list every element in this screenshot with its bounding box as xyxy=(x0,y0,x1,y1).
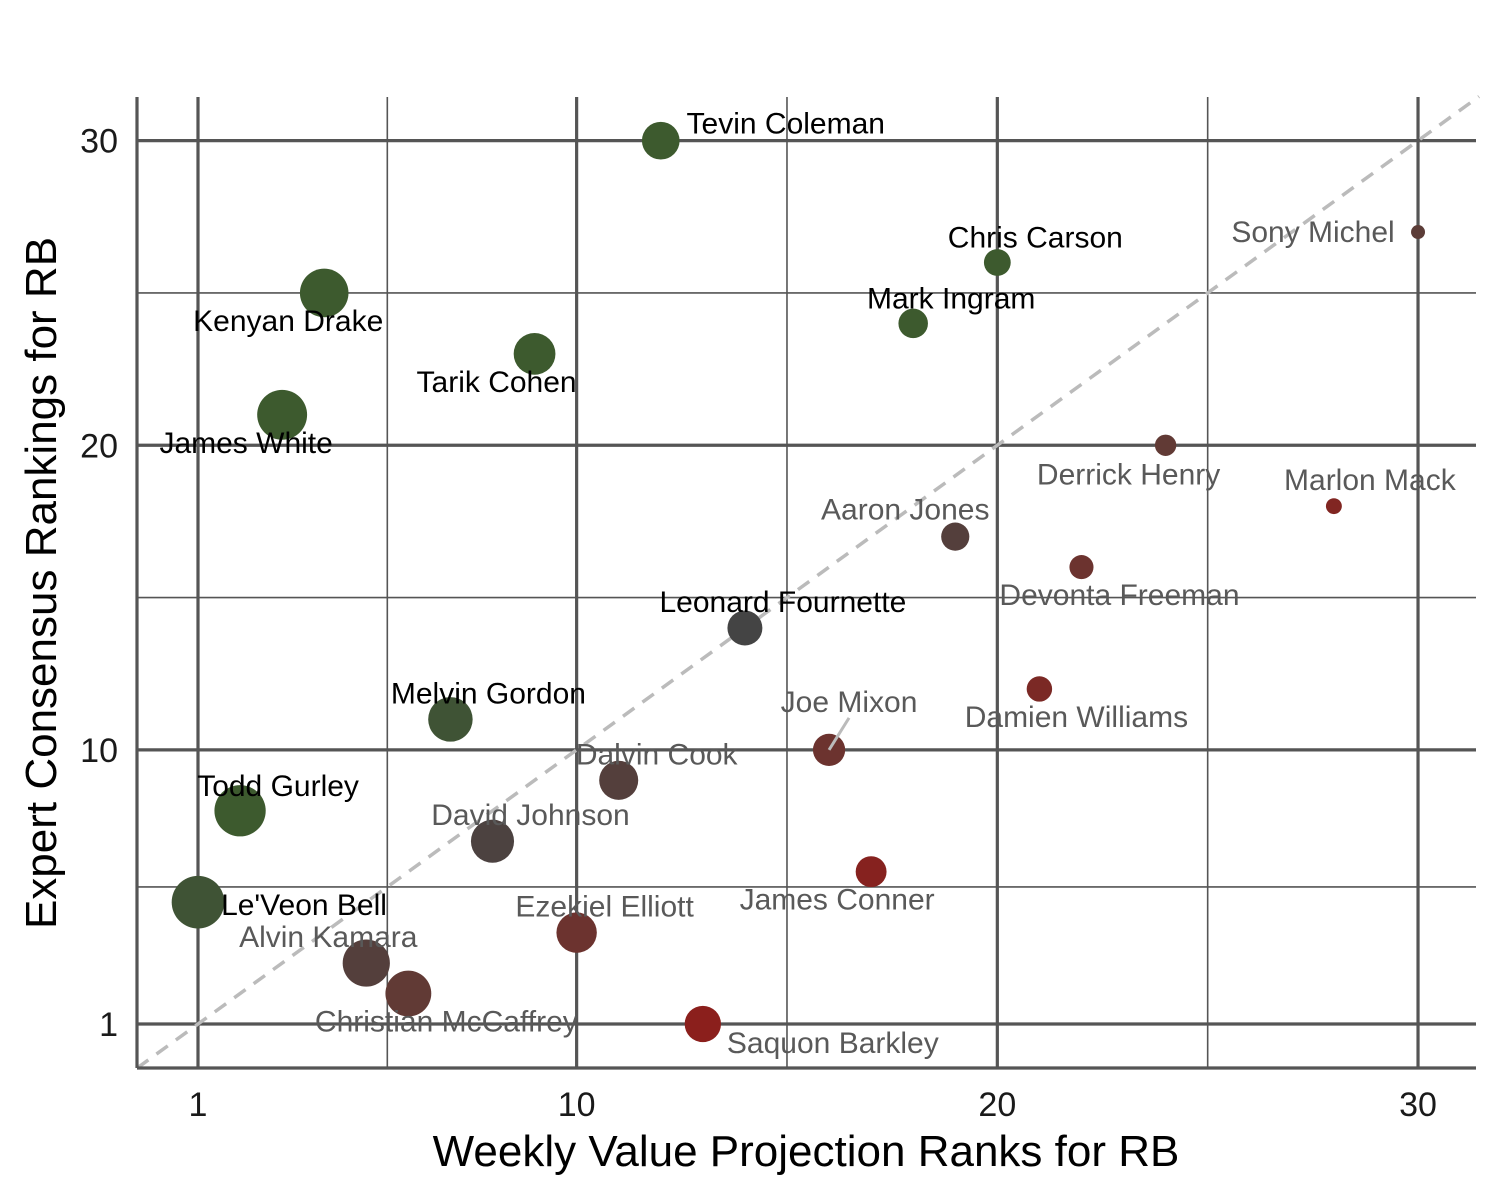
reference-line-group xyxy=(135,95,1481,1070)
point-label: Aaron Jones xyxy=(821,494,989,527)
point-label: James White xyxy=(159,427,332,460)
point-label: Melvin Gordon xyxy=(391,677,586,710)
x-tick-label: 30 xyxy=(1399,1086,1437,1124)
point-label: Saquon Barkley xyxy=(727,1027,939,1060)
identity-reference-line xyxy=(135,95,1481,1070)
y-tick-label: 30 xyxy=(80,123,118,161)
label-leader-line xyxy=(827,717,851,751)
point-labels: Le'Veon Bell Todd Gurley James White Kenyan… xyxy=(159,108,1456,1060)
y-tick-label: 10 xyxy=(80,732,118,770)
data-point xyxy=(513,333,556,375)
x-tick-label: 1 xyxy=(189,1086,208,1124)
data-point xyxy=(1325,498,1342,515)
point-label: Alvin Kamara xyxy=(239,921,418,954)
data-point xyxy=(556,912,597,953)
data-point xyxy=(1026,676,1053,702)
data-point xyxy=(684,1005,722,1043)
data-point xyxy=(428,697,473,742)
point-label: Christian McCaffrey xyxy=(315,1006,578,1039)
data-point xyxy=(941,522,970,551)
point-label: Todd Gurley xyxy=(197,770,359,803)
point-label: Dalvin Cook xyxy=(576,738,739,771)
y-tick-label: 20 xyxy=(80,427,118,465)
point-label: Le'Veon Bell xyxy=(221,889,387,922)
data-point xyxy=(727,610,763,646)
data-points xyxy=(171,121,1426,1043)
point-label: Tevin Coleman xyxy=(687,108,885,141)
point-label: Mark Ingram xyxy=(867,282,1035,315)
data-point xyxy=(641,121,680,160)
axes: 1 10 20 30 1 10 20 30 xyxy=(80,97,1476,1124)
grid xyxy=(137,97,1476,1068)
point-label: Kenyan Drake xyxy=(193,305,383,338)
data-point xyxy=(257,389,308,440)
data-point xyxy=(855,856,887,888)
x-tick-label: 10 xyxy=(558,1086,596,1124)
data-point xyxy=(385,970,432,1017)
point-label: James Conner xyxy=(740,884,935,917)
point-label: Ezekiel Elliott xyxy=(515,891,694,924)
point-label: Devonta Freeman xyxy=(999,579,1239,612)
data-point xyxy=(171,875,225,929)
point-label: Tarik Cohen xyxy=(417,366,577,399)
point-label: Leonard Fournette xyxy=(659,586,906,619)
point-label: Chris Carson xyxy=(948,222,1123,255)
data-point xyxy=(983,249,1011,276)
data-point xyxy=(1411,225,1426,240)
y-tick-label: 1 xyxy=(99,1006,118,1044)
point-label: Sony Michel xyxy=(1231,216,1394,249)
x-tick-label: 20 xyxy=(978,1086,1016,1124)
point-label: Marlon Mack xyxy=(1284,464,1457,497)
data-point xyxy=(1069,555,1094,580)
point-label: David Johnson xyxy=(431,799,629,832)
point-label: Derrick Henry xyxy=(1037,458,1220,491)
point-label: Damien Williams xyxy=(965,701,1188,734)
data-point xyxy=(470,819,515,863)
data-point xyxy=(214,785,266,837)
data-point xyxy=(1154,434,1177,456)
data-point xyxy=(299,268,349,318)
point-label: Joe Mixon xyxy=(781,686,918,719)
y-axis-title: Expert Consensus Rankings for RB xyxy=(17,237,66,929)
data-point xyxy=(599,760,639,800)
data-point xyxy=(898,308,928,339)
x-axis-title: Weekly Value Projection Ranks for RB xyxy=(433,1127,1180,1176)
data-point xyxy=(342,939,390,987)
